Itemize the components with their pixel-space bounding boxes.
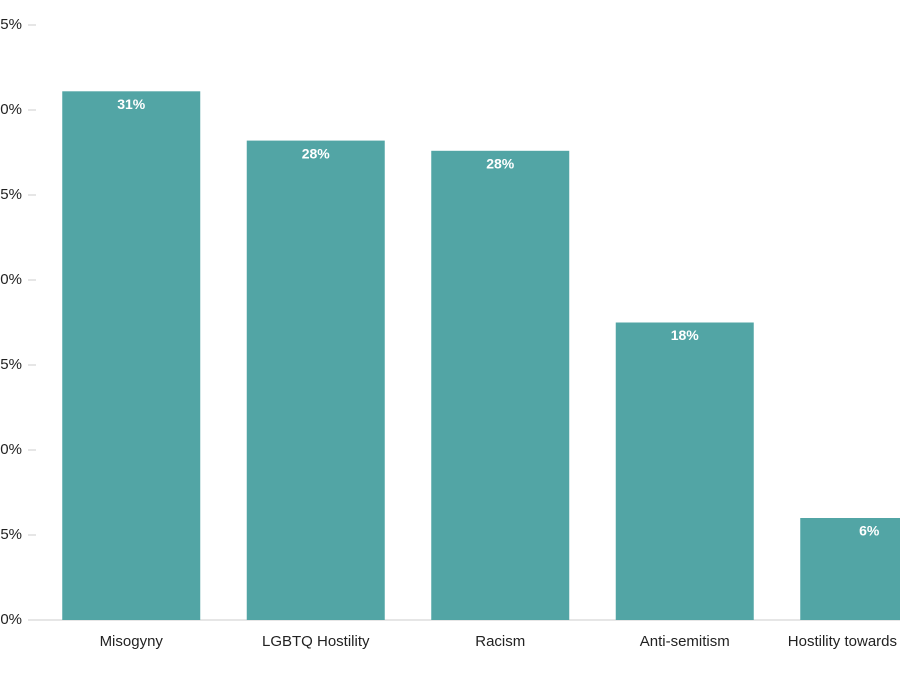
value-label: 28% bbox=[486, 156, 515, 172]
bar bbox=[246, 140, 385, 620]
y-tick-label: 25% bbox=[0, 186, 22, 203]
bar bbox=[615, 322, 754, 620]
y-tick-label: 0% bbox=[0, 611, 22, 628]
x-tick-label: LGBTQ Hostility bbox=[262, 633, 370, 650]
value-label: 6% bbox=[859, 523, 880, 539]
y-tick-label: 30% bbox=[0, 101, 22, 118]
x-tick-label: Misogyny bbox=[100, 633, 164, 650]
y-tick-label: 10% bbox=[0, 441, 22, 458]
y-tick-label: 5% bbox=[0, 526, 22, 543]
y-tick-label: 15% bbox=[0, 356, 22, 373]
value-label: 31% bbox=[117, 96, 146, 112]
bar bbox=[431, 150, 570, 621]
x-tick-label: Racism bbox=[475, 633, 525, 650]
value-label: 18% bbox=[671, 327, 700, 343]
bar bbox=[800, 518, 900, 620]
y-tick-label: 35% bbox=[0, 16, 22, 33]
value-label: 28% bbox=[302, 145, 331, 161]
y-tick-label: 20% bbox=[0, 271, 22, 288]
x-tick-label: Hostility towards bbox=[788, 633, 897, 650]
x-tick-label: Anti-semitism bbox=[640, 633, 730, 650]
bar bbox=[62, 91, 201, 621]
